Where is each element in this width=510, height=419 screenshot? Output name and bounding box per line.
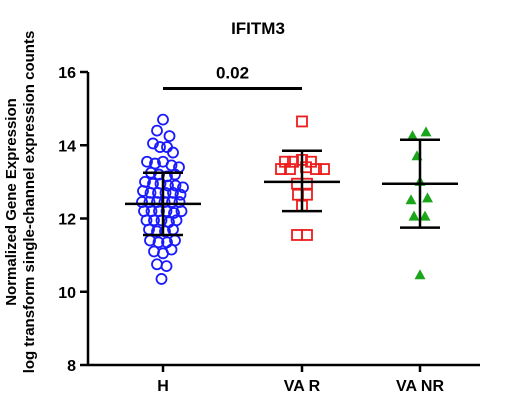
data-point-circle bbox=[174, 188, 187, 201]
data-point-circle bbox=[151, 258, 163, 271]
y-axis-label-line2: log transform single-channel expression … bbox=[21, 31, 38, 374]
data-point-circle bbox=[177, 181, 189, 194]
data-point-circle bbox=[148, 214, 160, 227]
data-point-square bbox=[284, 163, 296, 175]
data-point-square bbox=[301, 177, 313, 190]
y-tick-label: 12 bbox=[58, 212, 76, 229]
y-tick-label: 8 bbox=[67, 358, 76, 375]
data-point-triangle bbox=[419, 210, 431, 221]
data-point-triangle bbox=[414, 269, 426, 280]
data-point-circle bbox=[151, 124, 163, 137]
data-point-square bbox=[310, 163, 322, 175]
x-tick-label: VA NR bbox=[396, 378, 444, 395]
x-tick-label: H bbox=[157, 378, 169, 395]
data-point-circle bbox=[154, 141, 166, 153]
y-tick-label: 16 bbox=[58, 65, 76, 82]
points-group bbox=[136, 113, 433, 285]
data-point-circle bbox=[160, 260, 173, 273]
data-point-triangle bbox=[408, 210, 420, 221]
data-point-circle bbox=[155, 214, 168, 227]
data-point-circle bbox=[169, 179, 182, 192]
data-point-circle bbox=[147, 137, 159, 150]
data-point-circle bbox=[155, 273, 168, 285]
data-point-square bbox=[301, 229, 313, 241]
y-tick-label: 14 bbox=[58, 138, 76, 155]
data-point-circle bbox=[137, 185, 149, 197]
data-point-circle bbox=[157, 113, 169, 126]
data-point-triangle bbox=[405, 194, 417, 205]
data-point-circle bbox=[168, 207, 180, 219]
data-point-circle bbox=[159, 225, 171, 238]
error-bars-group bbox=[125, 138, 458, 237]
data-point-square bbox=[296, 115, 308, 128]
y-axis-label-line1: Normalized Gene Expression bbox=[3, 98, 20, 306]
p-value-label: 0.02 bbox=[216, 63, 249, 82]
data-point-circle bbox=[167, 146, 179, 159]
x-tick-label: VA R bbox=[284, 378, 321, 395]
data-point-triangle bbox=[407, 130, 418, 141]
data-point-square bbox=[291, 229, 303, 241]
data-point-circle bbox=[169, 168, 181, 181]
data-point-circle bbox=[152, 236, 165, 249]
data-point-circle bbox=[160, 205, 173, 218]
y-tick-label: 10 bbox=[58, 285, 76, 302]
data-point-square bbox=[291, 177, 303, 190]
data-point-circle bbox=[165, 243, 178, 256]
data-point-circle bbox=[161, 141, 173, 153]
data-point-square bbox=[287, 155, 299, 168]
data-point-circle bbox=[175, 205, 188, 218]
data-point-circle bbox=[141, 155, 153, 168]
data-point-square bbox=[318, 163, 330, 175]
data-point-circle bbox=[166, 196, 178, 208]
axes-group: 8 10 12 14 16 H VA R VA NR bbox=[58, 65, 480, 395]
data-point-circle bbox=[163, 130, 176, 142]
data-point-triangle bbox=[420, 126, 432, 137]
annotation-group: 0.02 bbox=[163, 63, 302, 90]
chart-title: IFITM3 bbox=[231, 19, 285, 38]
data-point-square bbox=[275, 163, 287, 175]
data-point-triangle bbox=[422, 192, 433, 203]
